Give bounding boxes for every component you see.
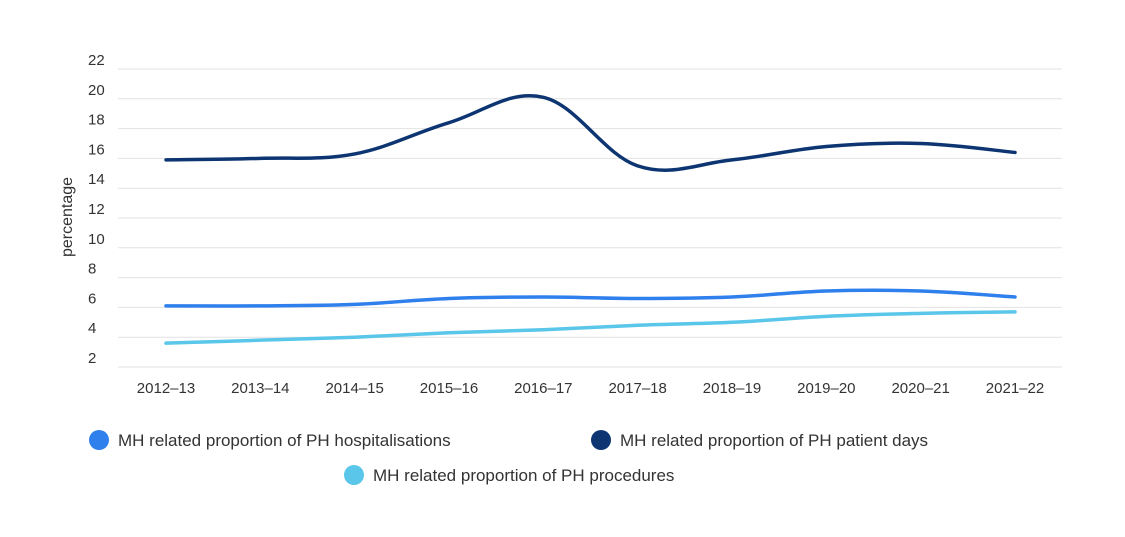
series-line-1	[164, 288, 1017, 308]
legend-label: MH related proportion of PH patient days	[620, 431, 928, 450]
legend-item: MH related proportion of PH hospitalisat…	[89, 430, 451, 450]
legend-item: MH related proportion of PH patient days	[591, 430, 928, 450]
x-axis-ticks: 2012–13 2013–14 2014–15 2015–16 2016–17 2017–…	[137, 380, 1044, 397]
x-tick-label: 2015–16	[420, 380, 478, 397]
legend-item: MH related proportion of PH procedures	[344, 465, 674, 485]
x-tick-label: 2020–21	[891, 380, 949, 397]
legend-label: MH related proportion of PH procedures	[373, 466, 674, 485]
y-tick-label: 14	[88, 171, 105, 188]
legend-marker	[89, 430, 109, 450]
x-tick-label: 2012–13	[137, 380, 195, 397]
x-tick-label: 2019–20	[797, 380, 855, 397]
y-tick-label: 16	[88, 141, 105, 158]
y-tick-label: 10	[88, 231, 105, 248]
y-tick-label: 22	[88, 52, 105, 69]
y-tick-label: 18	[88, 112, 105, 129]
legend-marker	[591, 430, 611, 450]
y-axis-label: percentage	[59, 177, 76, 257]
y-tick-label: 6	[88, 290, 96, 307]
series-line-2	[164, 94, 1017, 172]
y-tick-label: 20	[88, 82, 105, 99]
y-axis-ticks: 2 4 6 8 10 12 14 16 18 20 22	[88, 52, 105, 367]
x-tick-label: 2021–22	[986, 380, 1044, 397]
y-tick-label: 12	[88, 201, 105, 218]
x-tick-label: 2016–17	[514, 380, 572, 397]
y-tick-label: 4	[88, 320, 96, 337]
gridlines	[118, 68, 1062, 368]
x-tick-label: 2018–19	[703, 380, 761, 397]
legend: MH related proportion of PH hospitalisat…	[89, 430, 928, 485]
y-tick-label: 2	[88, 350, 96, 367]
x-tick-label: 2014–15	[325, 380, 383, 397]
x-tick-label: 2017–18	[608, 380, 666, 397]
series-line-3	[164, 310, 1017, 345]
x-tick-label: 2013–14	[231, 380, 289, 397]
legend-marker	[344, 465, 364, 485]
y-tick-label: 8	[88, 261, 96, 278]
series-lines	[164, 94, 1017, 345]
legend-label: MH related proportion of PH hospitalisat…	[118, 431, 451, 450]
